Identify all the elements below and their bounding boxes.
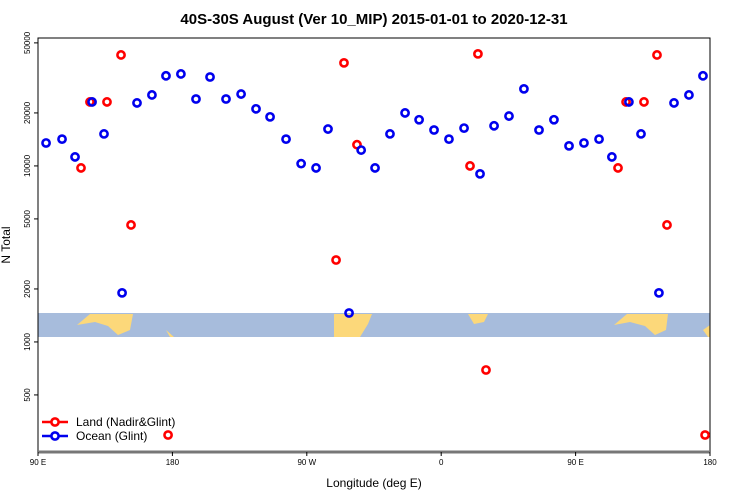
x-tick-label: 90 E (567, 458, 583, 467)
point (414, 114, 424, 125)
point (102, 97, 112, 107)
map-strip (38, 313, 710, 337)
point (669, 98, 679, 108)
point (87, 97, 97, 107)
point (70, 152, 80, 162)
x-tick-label: 90 W (297, 458, 316, 467)
y-axis-label: N Total (0, 226, 13, 263)
point (489, 120, 499, 131)
point (698, 70, 708, 81)
point (400, 108, 410, 118)
point (191, 94, 201, 104)
point (444, 134, 454, 145)
legend-label: Ocean (Glint) (76, 429, 147, 443)
point (126, 220, 136, 230)
point (639, 97, 649, 107)
point (344, 308, 354, 318)
point (700, 430, 710, 440)
legend-marker (50, 417, 60, 427)
point (594, 134, 604, 145)
point (41, 138, 51, 148)
x-tick-label: 0 (439, 458, 444, 467)
point (534, 125, 544, 135)
y-tick-label: 20000 (23, 101, 32, 124)
point (356, 145, 367, 155)
legend-marker (50, 431, 60, 441)
point (161, 70, 171, 81)
point (221, 94, 231, 104)
point (549, 114, 559, 125)
point (564, 140, 574, 151)
point (385, 129, 395, 139)
point (606, 152, 617, 162)
point (236, 89, 246, 99)
point (117, 287, 127, 298)
x-tick-label: 180 (703, 458, 717, 467)
point (265, 111, 275, 122)
point (339, 57, 349, 68)
point (473, 48, 483, 59)
point (652, 50, 662, 60)
y-tick-label: 50000 (23, 31, 32, 54)
point (636, 129, 646, 139)
y-tick-label: 2000 (23, 280, 32, 298)
y-tick-label: 10000 (23, 154, 32, 177)
point (76, 163, 86, 173)
point (429, 125, 439, 135)
point (579, 138, 589, 148)
point (251, 103, 261, 114)
point (331, 255, 341, 265)
legend-label: Land (Nadir&Glint) (76, 415, 175, 429)
point (519, 83, 529, 94)
point (684, 90, 694, 100)
point (662, 220, 672, 230)
x-tick-label: 90 E (30, 458, 46, 467)
point (281, 134, 291, 145)
point (296, 158, 307, 169)
point (323, 124, 333, 134)
point (163, 430, 173, 440)
point (504, 111, 514, 121)
point (205, 72, 215, 82)
point (654, 287, 664, 298)
x-tick-label: 180 (166, 458, 180, 467)
point (624, 97, 634, 107)
point (459, 123, 469, 134)
y-tick-label: 1000 (23, 332, 32, 350)
point (465, 161, 475, 171)
chart-title: 40S-30S August (Ver 10_MIP) 2015-01-01 t… (180, 11, 567, 28)
point (613, 163, 623, 173)
point (481, 365, 491, 375)
point (147, 90, 157, 100)
point (99, 129, 109, 139)
point (116, 50, 126, 60)
y-tick-label: 500 (23, 388, 32, 402)
point (132, 98, 142, 108)
point (176, 69, 186, 79)
point (311, 163, 321, 173)
x-axis-label: Longitude (deg E) (326, 476, 421, 490)
y-tick-label: 5000 (23, 209, 32, 227)
point (370, 163, 380, 173)
point (57, 134, 67, 145)
point (475, 168, 485, 179)
